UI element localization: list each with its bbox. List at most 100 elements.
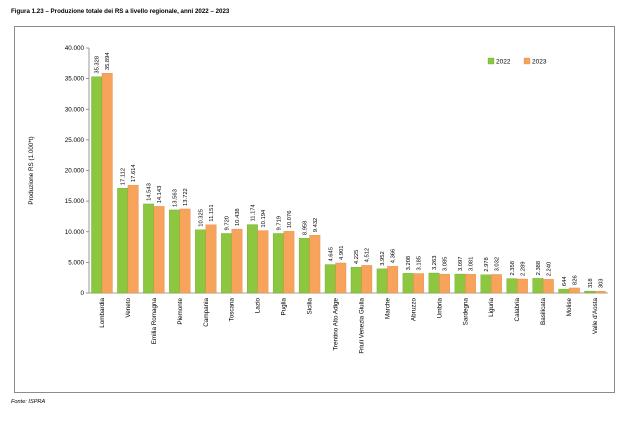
x-tick-label: Basilicata <box>540 298 547 325</box>
data-label-2022: 9.720 <box>224 216 230 231</box>
data-label-2023: 9.432 <box>313 218 319 233</box>
data-label-2023: 3.032 <box>494 257 500 272</box>
bar-2022 <box>584 290 596 294</box>
x-tick-label: Sicilia <box>307 298 314 315</box>
bar-2022 <box>247 224 258 294</box>
data-label-2023: 303 <box>598 278 604 288</box>
bar-2023 <box>387 266 399 294</box>
data-label-2022: 35.328 <box>95 56 101 74</box>
y-tick-label: 25.000 <box>65 137 85 144</box>
bar-2022 <box>169 209 180 294</box>
bar-2022 <box>480 274 492 294</box>
data-label-2022: 11.174 <box>250 203 256 221</box>
x-tick-label: Veneto <box>125 298 132 318</box>
bar-2022 <box>428 272 440 294</box>
x-tick-label: Abruzzo <box>410 298 417 322</box>
bar-2023 <box>153 206 165 294</box>
bar-2022 <box>195 229 206 294</box>
bar-2023 <box>127 184 139 294</box>
bar-2022 <box>91 76 103 294</box>
bar-2023 <box>413 273 425 294</box>
x-tick-label: Lombardia <box>99 298 106 328</box>
y-tick-label: 20.000 <box>65 168 85 175</box>
data-label-2023: 11.151 <box>209 204 215 221</box>
y-axis-title: Produzione RS (1.000*t) <box>28 136 35 204</box>
bar-2023 <box>283 231 295 294</box>
data-label-2022: 318 <box>588 278 594 288</box>
bar-2022 <box>298 237 310 294</box>
bar-2023 <box>594 290 606 294</box>
data-label-2023: 826 <box>572 275 578 285</box>
data-label-2023: 3.185 <box>417 256 423 271</box>
data-label-2023: 13.722 <box>183 188 189 206</box>
data-label-2022: 3.208 <box>406 256 412 271</box>
data-label-2022: 2.388 <box>536 261 542 276</box>
x-tick-label: Piemonte <box>177 298 184 325</box>
x-tick-label: Toscana <box>229 298 236 322</box>
data-label-2022: 3.952 <box>380 251 386 266</box>
x-tick-label: Valle d'Aosta <box>592 298 599 335</box>
bar-2022 <box>221 233 232 294</box>
data-label-2023: 10.194 <box>261 209 267 228</box>
data-label-2023: 10.076 <box>287 211 293 229</box>
x-tick-label: Emilia Romagna <box>151 298 158 345</box>
data-label-2022: 10.325 <box>199 209 205 227</box>
bar-2023 <box>465 273 476 294</box>
x-tick-label: Lazio <box>255 298 262 314</box>
bar-2023 <box>491 274 502 294</box>
bar-2022 <box>350 266 362 294</box>
bar-2023 <box>257 230 269 294</box>
bar-2022 <box>324 264 336 294</box>
bar-2022 <box>454 273 466 294</box>
bar-2022 <box>558 288 570 294</box>
source-note: Fonte: ISPRA <box>11 399 46 405</box>
bar-2022 <box>272 233 284 294</box>
data-label-2023: 10.438 <box>235 208 241 226</box>
data-label-2022: 8.958 <box>302 221 308 236</box>
x-tick-label: Friuli Venezia Giulia <box>358 298 365 354</box>
bar-2022 <box>143 203 155 294</box>
x-tick-label: Umbria <box>436 298 443 319</box>
data-label-2023: 4.901 <box>339 245 345 260</box>
legend-swatch-2023 <box>523 57 531 65</box>
y-tick-label: 10.000 <box>65 229 85 236</box>
data-label-2022: 4.645 <box>328 247 334 262</box>
bar-2022 <box>532 278 544 294</box>
data-label-2022: 17.112 <box>121 168 127 185</box>
data-label-2023: 2.240 <box>546 262 552 277</box>
data-label-2023: 3.081 <box>469 257 475 272</box>
data-label-2023: 3.085 <box>443 257 449 272</box>
bar-2022 <box>506 278 518 294</box>
data-label-2022: 13.563 <box>173 189 179 207</box>
bar-2022 <box>402 273 414 294</box>
bar-2023 <box>231 228 243 294</box>
data-label-2022: 644 <box>562 276 568 286</box>
data-label-2022: 3.263 <box>432 255 438 270</box>
x-tick-label: Sardegna <box>462 298 469 326</box>
bar-2023 <box>101 72 113 294</box>
legend-swatch-2022 <box>487 57 495 65</box>
data-label-2022: 14.543 <box>147 183 153 201</box>
x-tick-label: Molise <box>566 298 573 317</box>
x-tick-label: Calabria <box>514 298 521 322</box>
bar-2023 <box>335 262 347 294</box>
chart-frame <box>14 26 615 393</box>
bar-2023 <box>542 279 554 294</box>
bar-2023 <box>361 265 373 294</box>
y-tick-label: 15.000 <box>65 198 85 205</box>
data-label-2022: 2.358 <box>510 261 516 276</box>
bar-2023 <box>517 278 528 294</box>
bar-2023 <box>179 208 191 294</box>
figure-title: Figura 1.23 – Produzione totale dei RS a… <box>11 8 230 15</box>
data-label-2023: 14.143 <box>157 186 163 204</box>
x-tick-label: Liguria <box>488 298 495 317</box>
y-tick-label: 5.000 <box>68 259 84 266</box>
x-tick-label: Marche <box>384 298 391 319</box>
y-tick-label: 30.000 <box>65 106 85 113</box>
legend-label-2022: 2022 <box>496 59 511 66</box>
bar-2022 <box>117 188 129 294</box>
data-label-2023: 2.289 <box>520 261 526 276</box>
data-label-2022: 2.978 <box>484 257 490 272</box>
data-label-2023: 4.512 <box>365 248 371 263</box>
